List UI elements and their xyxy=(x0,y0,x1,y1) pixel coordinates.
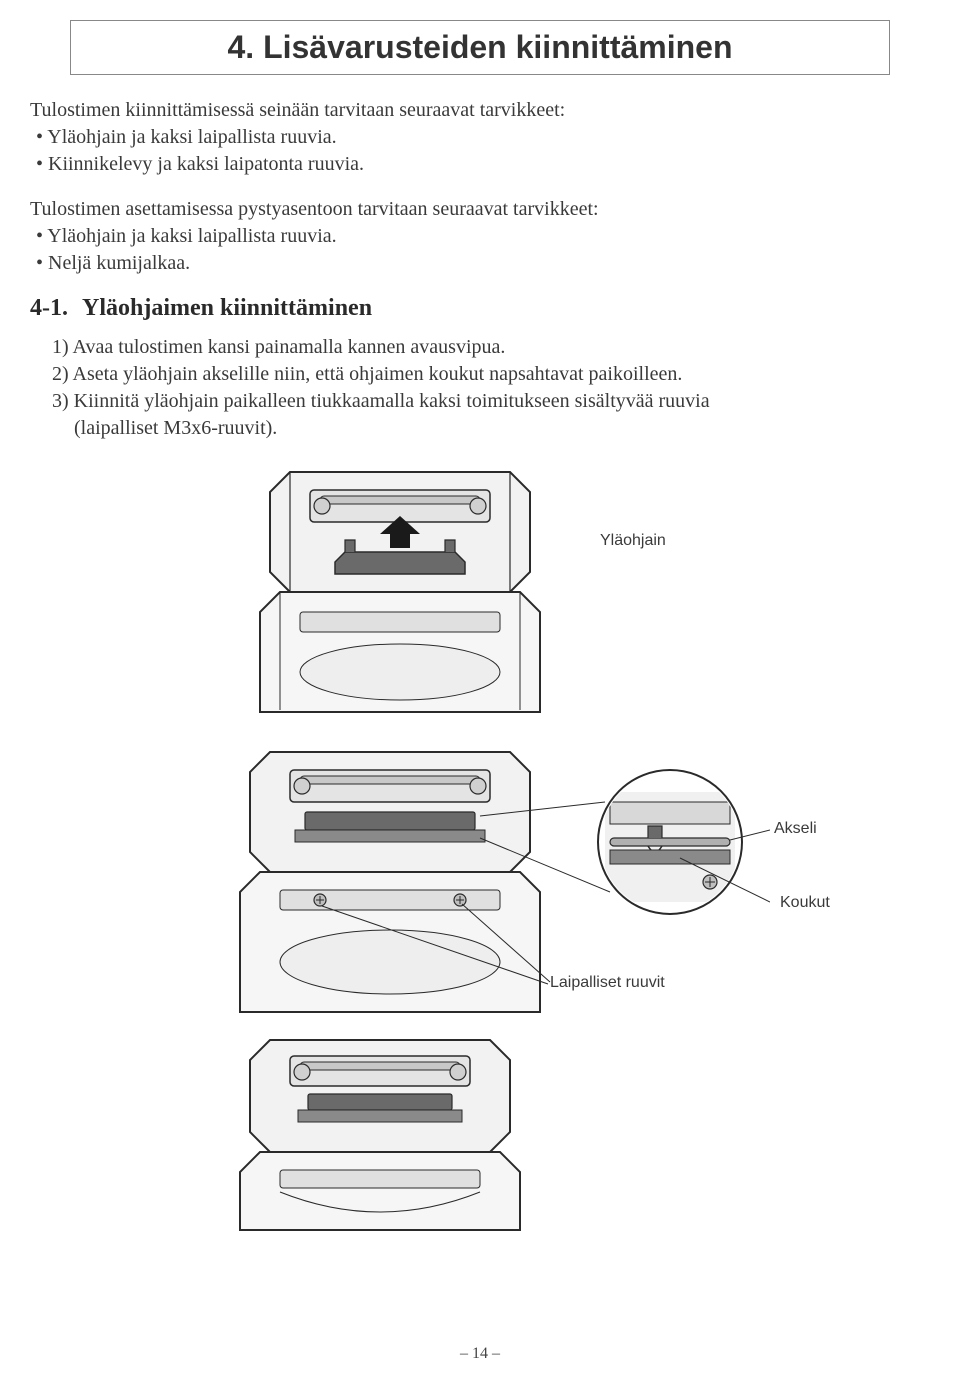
label-flanged-screws: Laipalliset ruuvit xyxy=(550,974,665,992)
intro2-bullet1: • Yläohjain ja kaksi laipallista ruuvia. xyxy=(30,223,930,250)
intro1-line: Tulostimen kiinnittämisessä seinään tarv… xyxy=(30,97,930,124)
figure-1 xyxy=(250,462,590,722)
intro2-bullet2: • Neljä kumijalkaa. xyxy=(30,250,930,277)
chapter-title-box: 4. Lisävarusteiden kiinnittäminen xyxy=(70,20,890,75)
step-3a: 3) Kiinnitä yläohjain paikalleen tiukkaa… xyxy=(52,388,930,415)
figure-2 xyxy=(210,742,770,1022)
step-2: 2) Aseta yläohjain akselille niin, että … xyxy=(52,361,930,388)
section-heading: 4-1. Yläohjaimen kiinnittäminen xyxy=(30,295,930,322)
label-hooks: Koukut xyxy=(780,894,830,912)
intro2-line: Tulostimen asettamisessa pystyasentoon t… xyxy=(30,196,930,223)
section-title: Yläohjaimen kiinnittäminen xyxy=(82,295,372,321)
steps-list: 1) Avaa tulostimen kansi painamalla kann… xyxy=(52,334,930,442)
intro1-bullet1: • Yläohjain ja kaksi laipallista ruuvia. xyxy=(30,124,930,151)
intro1-bullet2: • Kiinnikelevy ja kaksi laipatonta ruuvi… xyxy=(30,151,930,178)
step-1: 1) Avaa tulostimen kansi painamalla kann… xyxy=(52,334,930,361)
section-number: 4-1. xyxy=(30,295,68,321)
label-shaft: Akseli xyxy=(774,820,817,838)
label-upper-guide: Yläohjain xyxy=(600,532,666,550)
step-3b: (laipalliset M3x6-ruuvit). xyxy=(74,415,930,442)
intro-paragraph-2: Tulostimen asettamisessa pystyasentoon t… xyxy=(30,196,930,277)
intro-paragraph-1: Tulostimen kiinnittämisessä seinään tarv… xyxy=(30,97,930,178)
chapter-title: 4. Lisävarusteiden kiinnittäminen xyxy=(85,29,875,66)
figure-3 xyxy=(230,1032,570,1232)
figures-area: Yläohjain xyxy=(30,462,930,1222)
page-number: – 14 – xyxy=(0,1345,960,1363)
